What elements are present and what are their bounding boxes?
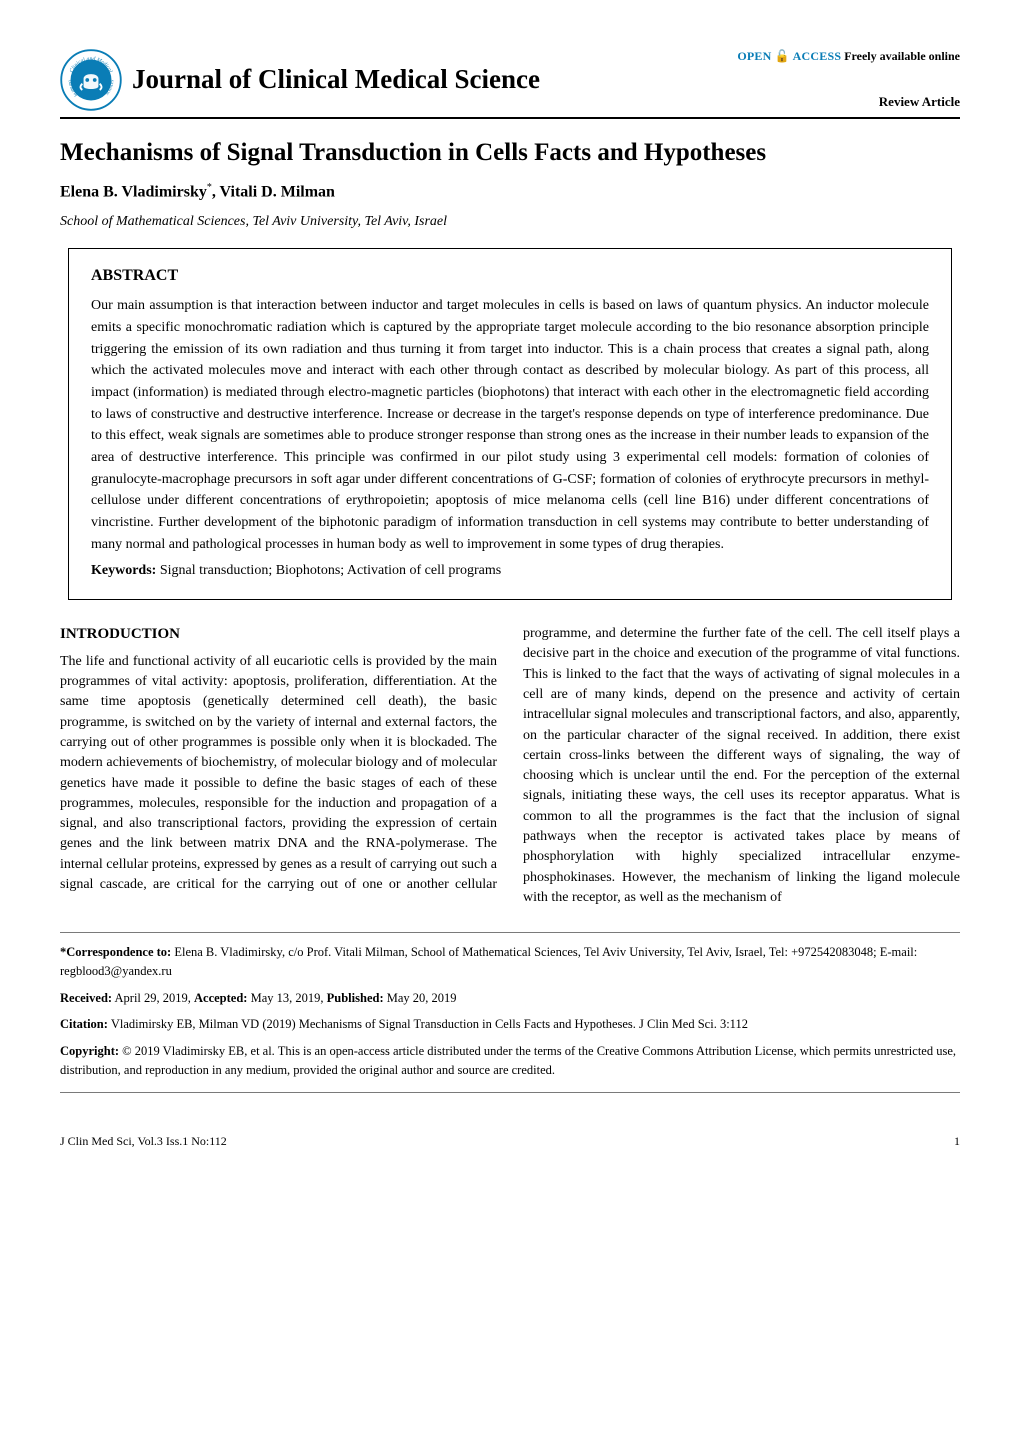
published-label: Published: (327, 991, 384, 1005)
introduction-text: The life and functional activity of all … (60, 626, 960, 905)
abstract-heading: ABSTRACT (91, 265, 929, 287)
correspondence-label: *Correspondence to: (60, 945, 171, 959)
abstract-text: Our main assumption is that interaction … (91, 295, 929, 555)
accepted-label: Accepted: (194, 991, 247, 1005)
page-number: 1 (954, 1133, 960, 1150)
brand-block: Clinical and Medical Journal of Sciences… (60, 49, 540, 111)
copyright-label: Copyright: (60, 1044, 119, 1058)
unlock-icon: 🔓 (775, 49, 790, 63)
citation-label: Citation: (60, 1017, 108, 1031)
header-right: OPEN 🔓 ACCESS Freely available online Re… (737, 48, 960, 111)
open-access-suffix: ACCESS (793, 49, 842, 63)
freely-available-text: Freely available online (844, 49, 960, 63)
abstract-box: ABSTRACT Our main assumption is that int… (68, 248, 952, 600)
copyright-text: © 2019 Vladimirsky EB, et al. This is an… (60, 1044, 956, 1077)
page-footer: J Clin Med Sci, Vol.3 Iss.1 No:112 1 (60, 1133, 960, 1150)
correspondence-text: Elena B. Vladimirsky, c/o Prof. Vitali M… (60, 945, 917, 978)
body-columns: INTRODUCTION The life and functional act… (60, 624, 960, 908)
footer-left: J Clin Med Sci, Vol.3 Iss.1 No:112 (60, 1133, 227, 1150)
author-list: Elena B. Vladimirsky*, Vitali D. Milman (60, 181, 960, 204)
open-access-prefix: OPEN (737, 49, 771, 63)
header-bar: Clinical and Medical Journal of Sciences… (60, 48, 960, 119)
affiliation: School of Mathematical Sciences, Tel Avi… (60, 212, 960, 232)
received-date: April 29, 2019, (112, 991, 194, 1005)
keywords-label: Keywords: (91, 563, 156, 578)
citation-line: Citation: Vladimirsky EB, Milman VD (201… (60, 1015, 960, 1034)
journal-title: Journal of Clinical Medical Science (132, 61, 540, 99)
open-access-badge: OPEN 🔓 ACCESS Freely available online (737, 48, 960, 65)
accepted-date: May 13, 2019, (247, 991, 326, 1005)
citation-text: Vladimirsky EB, Milman VD (2019) Mechani… (108, 1017, 748, 1031)
dates-line: Received: April 29, 2019, Accepted: May … (60, 989, 960, 1008)
article-type: Review Article (737, 93, 960, 111)
corresponding-marker: * (207, 182, 212, 193)
keywords-text: Signal transduction; Biophotons; Activat… (156, 563, 501, 578)
published-date: May 20, 2019 (384, 991, 457, 1005)
journal-logo-icon: Clinical and Medical Journal of Sciences (60, 49, 122, 111)
article-footer-block: *Correspondence to: Elena B. Vladimirsky… (60, 932, 960, 1093)
article-title: Mechanisms of Signal Transduction in Cel… (60, 137, 960, 170)
keywords-line: Keywords: Signal transduction; Biophoton… (91, 561, 929, 581)
received-label: Received: (60, 991, 112, 1005)
copyright-line: Copyright: © 2019 Vladimirsky EB, et al.… (60, 1042, 960, 1080)
correspondence-line: *Correspondence to: Elena B. Vladimirsky… (60, 943, 960, 981)
introduction-heading: INTRODUCTION (60, 624, 497, 646)
